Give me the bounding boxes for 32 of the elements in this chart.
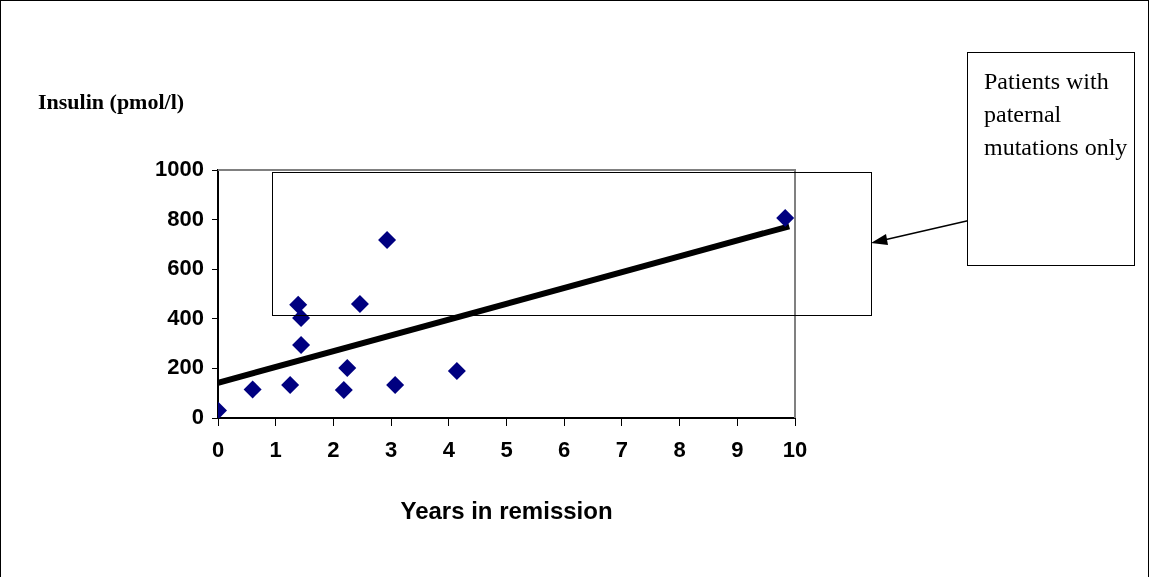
x-tick-label: 1 bbox=[269, 437, 282, 463]
point bbox=[386, 376, 405, 395]
x-tick-label: 6 bbox=[558, 437, 571, 463]
x-tick-label: 5 bbox=[500, 437, 513, 463]
x-tick-label: 3 bbox=[384, 437, 398, 463]
y-tick-label: 800 bbox=[167, 205, 204, 231]
y-tick-label: 200 bbox=[167, 354, 204, 380]
y-tick-label: 600 bbox=[167, 255, 204, 281]
y-tick-label: 400 bbox=[167, 304, 204, 330]
point bbox=[338, 358, 357, 377]
x-tick-label: 4 bbox=[442, 437, 456, 463]
point bbox=[243, 380, 262, 399]
y-tick-label: 1000 bbox=[155, 156, 204, 182]
x-axis-title: Years in remission bbox=[400, 496, 613, 524]
x-tick-label: 10 bbox=[782, 437, 808, 463]
point bbox=[289, 295, 308, 314]
x-tick-label: 7 bbox=[615, 437, 629, 463]
point bbox=[281, 376, 300, 395]
point bbox=[447, 361, 466, 380]
text: Patients with paternal mutations only bbox=[967, 52, 1135, 266]
x-tick-label: 9 bbox=[731, 437, 744, 463]
point bbox=[350, 294, 369, 313]
point bbox=[378, 230, 397, 249]
x-tick-label: 0 bbox=[211, 437, 225, 463]
point bbox=[292, 336, 311, 355]
x-tick-label: 2 bbox=[327, 437, 340, 463]
point bbox=[334, 380, 353, 399]
x-tick-label: 8 bbox=[673, 437, 686, 463]
y-tick-label: 0 bbox=[191, 404, 204, 430]
y-axis-title: Insulin (pmol/l) bbox=[38, 88, 185, 114]
point bbox=[776, 209, 795, 228]
point bbox=[292, 309, 311, 328]
